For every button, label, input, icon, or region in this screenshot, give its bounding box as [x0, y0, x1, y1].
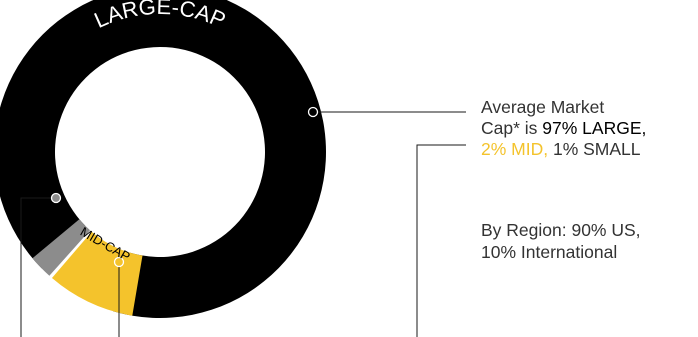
- region-breakdown: By Region: 90% US, 10% International: [481, 219, 696, 263]
- slice-large-cap: [0, 0, 326, 318]
- annotation-mid-value: 2% MID,: [481, 139, 549, 159]
- marker-large-cap: [307, 106, 319, 118]
- annotation-small-value: 1% SMALL: [548, 139, 641, 159]
- annotation-large-value: 97% LARGE,: [542, 118, 647, 138]
- annotation-line-2: Cap* is 97% LARGE,: [481, 118, 646, 139]
- slice-small-cap: [32, 219, 91, 276]
- marker-mid-cap: [113, 256, 125, 268]
- region-line-1: By Region: 90% US,: [481, 220, 641, 240]
- annotation-cap-prefix: Cap* is: [481, 118, 543, 138]
- slice-mid-cap: [51, 231, 143, 316]
- marker-small-cap: [50, 192, 62, 204]
- annotation-line-1: Average Market: [481, 97, 605, 117]
- connector-small-cap: [20, 197, 52, 337]
- region-line-2: 10% International: [481, 242, 618, 262]
- connector-region: [416, 144, 466, 337]
- annotation-line-3: 2% MID, 1% SMALL: [481, 139, 641, 160]
